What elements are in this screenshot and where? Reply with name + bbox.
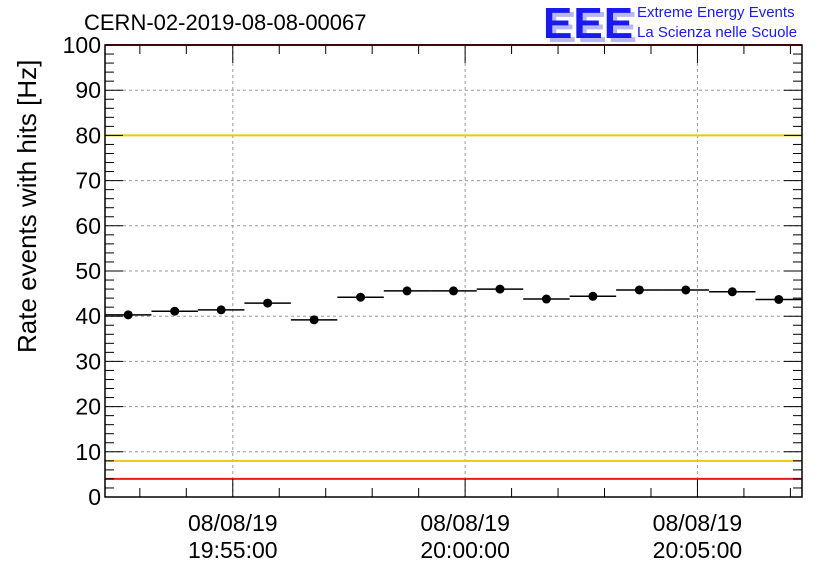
y-tick-label: 60 bbox=[75, 213, 101, 239]
data-point bbox=[681, 285, 691, 295]
data-point bbox=[541, 294, 551, 304]
eee-logo-shadow: EEE bbox=[547, 3, 639, 52]
y-tick-label: 10 bbox=[75, 439, 101, 465]
x-tick-time-label: 19:55:00 bbox=[188, 537, 278, 563]
y-tick-label: 70 bbox=[75, 168, 101, 194]
data-point bbox=[170, 306, 180, 316]
data-point bbox=[123, 310, 133, 320]
data-point bbox=[634, 285, 644, 295]
y-tick-label: 40 bbox=[75, 303, 101, 329]
data-point bbox=[774, 294, 784, 304]
data-point bbox=[356, 292, 366, 302]
y-tick-label: 90 bbox=[75, 77, 101, 103]
y-tick-label: 20 bbox=[75, 394, 101, 420]
logo-line-1: Extreme Energy Events bbox=[637, 4, 795, 21]
y-tick-label: 50 bbox=[75, 258, 101, 284]
data-point bbox=[727, 287, 737, 297]
y-tick-label: 0 bbox=[88, 484, 101, 510]
x-tick-time-label: 20:00:00 bbox=[420, 537, 510, 563]
data-point bbox=[309, 315, 319, 325]
data-point bbox=[402, 286, 412, 296]
x-tick-date-label: 08/08/19 bbox=[653, 510, 743, 536]
data-point bbox=[495, 284, 505, 294]
data-point bbox=[588, 291, 598, 301]
y-tick-label: 30 bbox=[75, 348, 101, 374]
x-tick-date-label: 08/08/19 bbox=[188, 510, 278, 536]
logo-line-2: La Scienza nelle Scuole bbox=[637, 24, 798, 41]
y-tick-label: 80 bbox=[75, 122, 101, 148]
eee-logo: EEE bbox=[543, 0, 635, 48]
x-tick-date-label: 08/08/19 bbox=[420, 510, 510, 536]
chart-title: CERN-02-2019-08-08-00067 bbox=[84, 10, 367, 35]
data-point bbox=[449, 286, 458, 296]
y-tick-label: 100 bbox=[63, 32, 101, 58]
x-tick-time-label: 20:05:00 bbox=[653, 537, 743, 563]
data-point bbox=[216, 305, 226, 315]
data-point bbox=[263, 298, 273, 308]
